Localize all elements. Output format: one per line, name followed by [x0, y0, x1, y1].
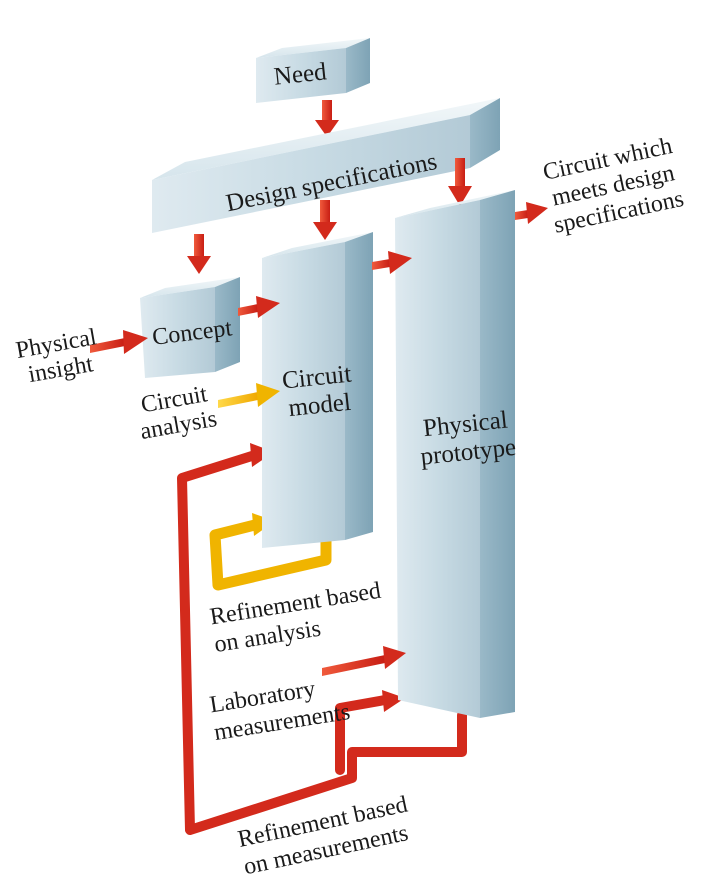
physical-insight-label: Physical insight: [14, 324, 99, 388]
refinement-analysis-label: Refinement based on analysis: [208, 578, 383, 658]
circuit-model-block: [262, 232, 373, 548]
arrow-lab-measurements: [322, 646, 406, 676]
arrow-spec-to-concept: [187, 234, 211, 274]
loop-arrowhead-prototype: [382, 690, 405, 712]
need-block: [256, 38, 370, 103]
concept-block: [140, 277, 240, 378]
refinement-analysis-loop: [209, 519, 332, 591]
arrow-prototype-output: [515, 202, 548, 224]
arrow-concept-to-model: [238, 296, 280, 318]
arrow-physical-insight: [90, 330, 148, 354]
physical-prototype-label: Physical prototype: [419, 407, 517, 471]
refinement-measurements-loop: [177, 450, 467, 835]
need-label: Need: [273, 58, 329, 90]
arrow-model-to-prototype: [372, 251, 412, 274]
svg-text:model: model: [287, 389, 352, 422]
laboratory-measurements-label: Laboratory measurements: [208, 676, 352, 746]
output-label: Circuit which meets design specification…: [541, 133, 686, 239]
arrow-need-to-spec: [315, 100, 339, 137]
arrow-spec-to-prototype: [448, 158, 472, 206]
circuit-analysis-label: Circuit analysis: [138, 381, 219, 445]
circuit-model-label: Circuit model: [281, 361, 353, 423]
physical-prototype-block: [395, 190, 515, 718]
design-specifications-block: [152, 98, 500, 233]
arrow-spec-to-model: [313, 200, 337, 240]
arrow-circuit-analysis: [218, 383, 280, 408]
